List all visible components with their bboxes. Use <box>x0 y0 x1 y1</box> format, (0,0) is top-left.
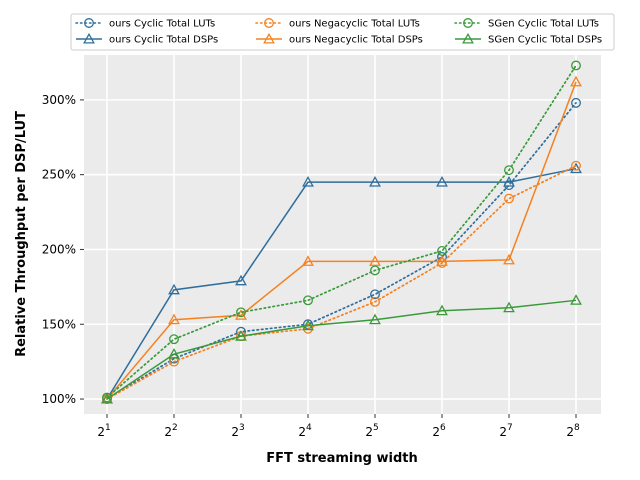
legend-marker <box>264 18 274 28</box>
data-point <box>504 165 514 176</box>
legend-item: ours Cyclic Total DSPs <box>76 32 218 46</box>
data-point <box>503 253 515 265</box>
series-4 <box>102 60 581 403</box>
y-tick-label: 100% <box>42 392 76 406</box>
data-point <box>570 162 582 174</box>
data-point <box>503 176 515 187</box>
data-point <box>436 176 448 187</box>
legend-label: ours Negacyclic Total DSPs <box>289 35 423 46</box>
x-tick-base: 2 <box>97 425 105 439</box>
x-tick-base: 2 <box>432 425 440 439</box>
data-point <box>303 295 313 306</box>
data-point <box>504 193 514 204</box>
series-line <box>106 164 577 400</box>
data-point <box>302 255 314 266</box>
legend-item: ours Negacyclic Total DSPs <box>256 32 423 46</box>
data-point <box>302 176 314 187</box>
data-point <box>370 289 380 300</box>
y-tick-label: 200% <box>42 242 76 256</box>
x-tick-label: 27 <box>499 423 512 439</box>
data-point <box>369 313 381 325</box>
data-point <box>169 356 179 367</box>
data-point <box>370 296 380 307</box>
x-tick-exponent: 1 <box>105 423 111 433</box>
x-tick-base: 2 <box>365 425 373 439</box>
data-point <box>369 255 381 266</box>
data-point <box>570 75 582 87</box>
data-point <box>436 304 448 316</box>
x-tick-exponent: 3 <box>239 423 245 433</box>
legend-marker <box>463 18 473 28</box>
x-tick-base: 2 <box>164 425 172 439</box>
data-point <box>235 330 247 341</box>
data-point <box>437 246 447 256</box>
data-point <box>571 160 581 171</box>
x-tick-label: 23 <box>231 423 244 439</box>
legend-marker <box>83 32 95 44</box>
x-tick-label: 28 <box>566 423 580 439</box>
data-point <box>168 313 180 325</box>
legend-marker <box>84 18 94 28</box>
x-tick-exponent: 2 <box>172 423 178 433</box>
data-point <box>571 60 581 71</box>
series-5 <box>101 294 582 404</box>
x-tick-exponent: 7 <box>507 423 513 433</box>
y-tick-label: 150% <box>42 317 76 331</box>
data-point <box>235 309 247 320</box>
data-point <box>437 257 447 268</box>
legend-label: ours Cyclic Total DSPs <box>109 35 218 46</box>
data-point <box>369 176 381 187</box>
x-tick-label: 21 <box>97 423 110 439</box>
legend-item: ours Cyclic Total LUTs <box>75 18 215 30</box>
data-point <box>570 294 582 305</box>
legend-label: SGen Cyclic Total DSPs <box>488 35 602 46</box>
data-point <box>236 307 246 318</box>
data-point <box>168 348 180 359</box>
data-point <box>169 334 179 345</box>
x-tick-label: 22 <box>164 423 177 439</box>
x-tick-base: 2 <box>566 425 574 439</box>
y-axis: 100% 150% 200% 250% 300% <box>42 93 84 406</box>
series-line <box>106 64 577 399</box>
x-tick-exponent: 5 <box>373 423 379 433</box>
series-line <box>106 81 577 400</box>
y-axis-title: Relative Throughput per DSP/LUT <box>14 111 29 357</box>
data-point <box>571 97 581 108</box>
x-tick-exponent: 4 <box>306 423 312 433</box>
x-tick-base: 2 <box>298 425 306 439</box>
legend: ours Cyclic Total LUTs ours Cyclic Total … <box>70 13 615 51</box>
series-group <box>101 60 582 404</box>
x-tick-label: 26 <box>432 423 446 439</box>
x-tick-base: 2 <box>231 425 239 439</box>
legend-label: ours Negacyclic Total LUTs <box>289 19 420 30</box>
data-point <box>168 283 180 295</box>
y-tick-label: 300% <box>42 93 76 107</box>
legend-label: SGen Cyclic Total LUTs <box>488 19 599 30</box>
x-axis-title: FFT streaming width <box>266 451 417 466</box>
x-axis: 21 22 23 24 25 26 27 28 <box>97 414 580 439</box>
data-point <box>235 274 247 286</box>
data-point <box>302 319 314 331</box>
legend-item: SGen Cyclic Total DSPs <box>455 32 602 46</box>
series-line <box>106 299 577 400</box>
data-point <box>370 265 380 276</box>
data-point <box>101 392 113 404</box>
x-tick-base: 2 <box>499 425 507 439</box>
x-tick-exponent: 6 <box>440 423 446 433</box>
series-line <box>106 102 577 400</box>
plot-background <box>84 55 601 414</box>
x-tick-label: 25 <box>365 423 378 439</box>
legend-label: ours Cyclic Total LUTs <box>109 19 215 30</box>
x-tick-exponent: 8 <box>574 423 580 433</box>
legend-marker <box>263 32 275 44</box>
data-point <box>436 255 448 266</box>
legend-item: SGen Cyclic Total LUTs <box>454 18 599 30</box>
legend-marker <box>462 32 474 44</box>
y-tick-label: 250% <box>42 168 76 182</box>
x-tick-label: 24 <box>298 423 312 439</box>
legend-item: ours Negacyclic Total LUTs <box>255 18 420 30</box>
series-line <box>106 167 577 400</box>
data-point <box>503 301 515 313</box>
